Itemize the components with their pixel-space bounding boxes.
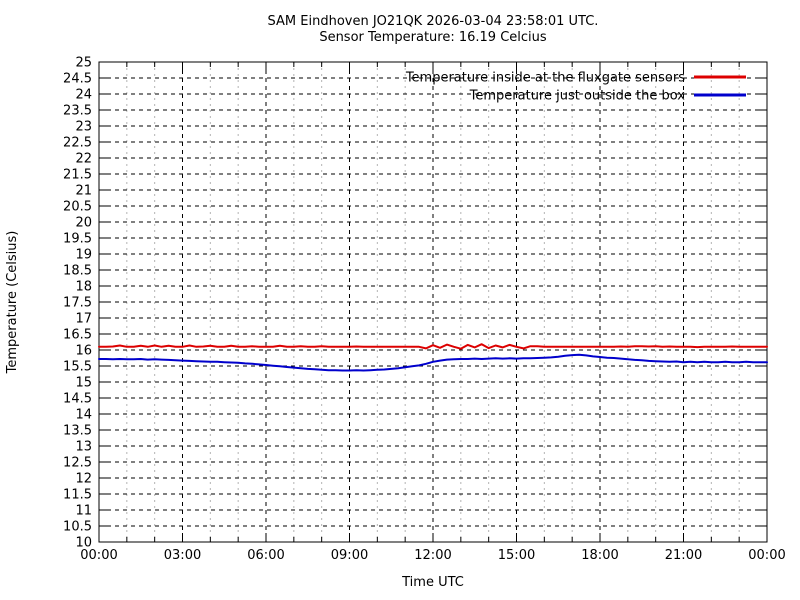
svg-text:14: 14	[75, 408, 92, 423]
legend: Temperature inside at the fluxgate senso…	[405, 71, 746, 104]
svg-text:16.5: 16.5	[63, 328, 92, 343]
svg-text:18.5: 18.5	[63, 264, 92, 279]
svg-text:15: 15	[75, 376, 92, 391]
svg-text:09:00: 09:00	[331, 548, 368, 563]
y-tick-labels: 1010.51111.51212.51313.51414.51515.51616…	[63, 56, 92, 551]
svg-text:12.5: 12.5	[63, 456, 92, 471]
svg-text:17: 17	[75, 312, 92, 327]
svg-text:25: 25	[75, 56, 92, 71]
chart-title: SAM Eindhoven JO21QK 2026-03-04 23:58:01…	[267, 14, 599, 29]
y-axis-title: Temperature (Celsius)	[5, 231, 20, 375]
svg-text:11.5: 11.5	[63, 488, 92, 503]
svg-text:10: 10	[75, 536, 92, 551]
svg-text:17.5: 17.5	[63, 296, 92, 311]
chart-subtitle: Sensor Temperature: 16.19 Celcius	[319, 30, 547, 45]
svg-text:22.5: 22.5	[63, 136, 92, 151]
svg-text:23: 23	[75, 120, 92, 135]
axis-titles: Time UTC Temperature (Celsius)	[5, 231, 464, 590]
series-line-outside-box	[98, 353, 768, 372]
svg-text:15.5: 15.5	[63, 360, 92, 375]
svg-text:13: 13	[75, 440, 92, 455]
svg-text:22: 22	[75, 152, 92, 167]
svg-text:11: 11	[75, 504, 92, 519]
series-line-inside-fluxgate-sensors	[98, 343, 768, 350]
svg-text:20.5: 20.5	[63, 200, 92, 215]
svg-text:00:00: 00:00	[80, 548, 117, 563]
legend-label-outside-box: Temperature just outside the box	[469, 89, 686, 104]
svg-text:18: 18	[75, 280, 92, 295]
svg-text:12: 12	[75, 472, 92, 487]
svg-text:06:00: 06:00	[247, 548, 284, 563]
svg-text:20: 20	[75, 216, 92, 231]
svg-text:13.5: 13.5	[63, 424, 92, 439]
svg-text:12:00: 12:00	[414, 548, 451, 563]
tick-marks	[98, 61, 768, 543]
svg-text:15:00: 15:00	[498, 548, 535, 563]
svg-text:21:00: 21:00	[665, 548, 702, 563]
svg-text:21: 21	[75, 184, 92, 199]
svg-text:03:00: 03:00	[164, 548, 201, 563]
svg-text:23.5: 23.5	[63, 104, 92, 119]
x-axis-title: Time UTC	[401, 575, 464, 590]
grid-major	[99, 62, 767, 542]
svg-text:19: 19	[75, 248, 92, 263]
svg-text:24.5: 24.5	[63, 72, 92, 87]
svg-text:21.5: 21.5	[63, 168, 92, 183]
svg-text:24: 24	[75, 88, 92, 103]
svg-text:00:00: 00:00	[748, 548, 785, 563]
x-tick-labels: 00:00 03:00 06:00 09:00 12:00 15:00 18:00 21:00…	[80, 548, 785, 563]
svg-text:16: 16	[75, 344, 92, 359]
svg-text:10.5: 10.5	[63, 520, 92, 535]
svg-text:18:00: 18:00	[581, 548, 618, 563]
svg-text:19.5: 19.5	[63, 232, 92, 247]
svg-text:14.5: 14.5	[63, 392, 92, 407]
legend-label-inside-fluxgate-sensors: Temperature inside at the fluxgate senso…	[405, 71, 685, 86]
